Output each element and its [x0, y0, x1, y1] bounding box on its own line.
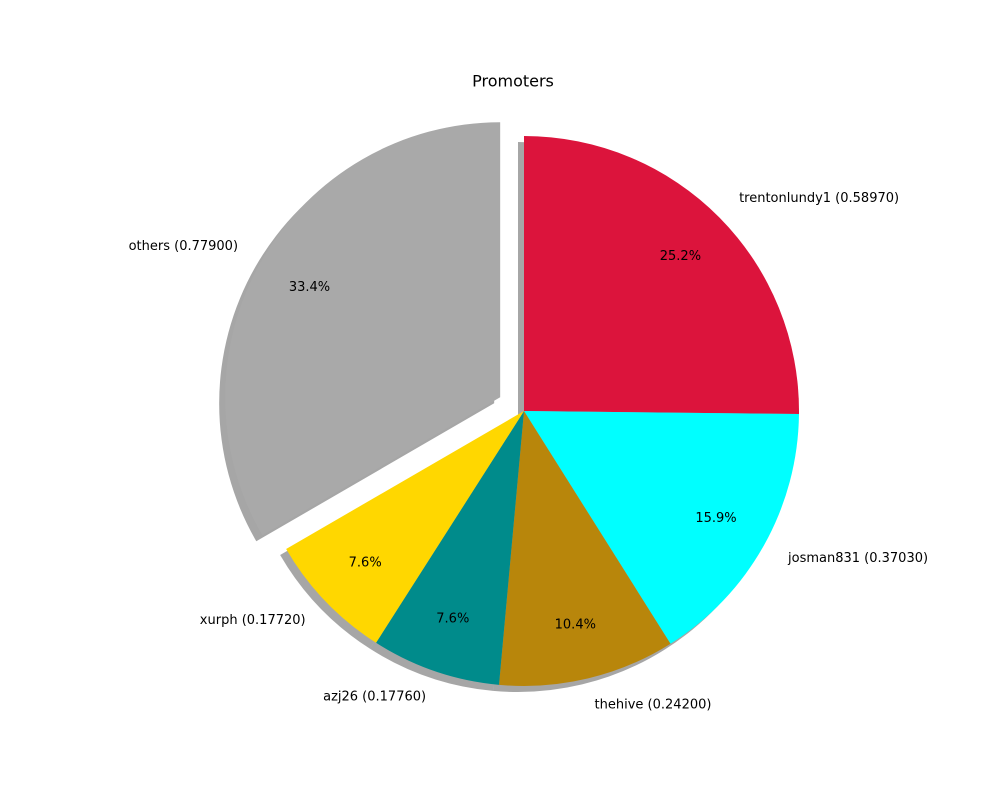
wedge	[225, 122, 501, 536]
slice-label: josman831 (0.37030)	[787, 551, 928, 566]
wedge	[524, 136, 799, 415]
pct-label: 33.4%	[289, 280, 330, 295]
wedge	[499, 411, 671, 686]
pct-label: 15.9%	[695, 511, 736, 526]
slice-label: xurph (0.17720)	[200, 613, 306, 628]
wedge	[286, 411, 524, 643]
slice-label: trentonlundy1 (0.58970)	[739, 191, 899, 206]
wedges	[225, 122, 799, 686]
wedge	[524, 411, 799, 644]
slice-label: azj26 (0.17760)	[323, 690, 426, 705]
pct-label: 7.6%	[349, 556, 382, 571]
pct-label: 25.2%	[660, 249, 701, 264]
wedge	[376, 411, 524, 685]
slice-label: thehive (0.24200)	[595, 698, 712, 713]
chart-title: Promoters	[472, 72, 554, 91]
pct-label: 10.4%	[555, 617, 596, 632]
slice-label: others (0.77900)	[129, 239, 238, 254]
pct-label: 7.6%	[436, 612, 469, 627]
